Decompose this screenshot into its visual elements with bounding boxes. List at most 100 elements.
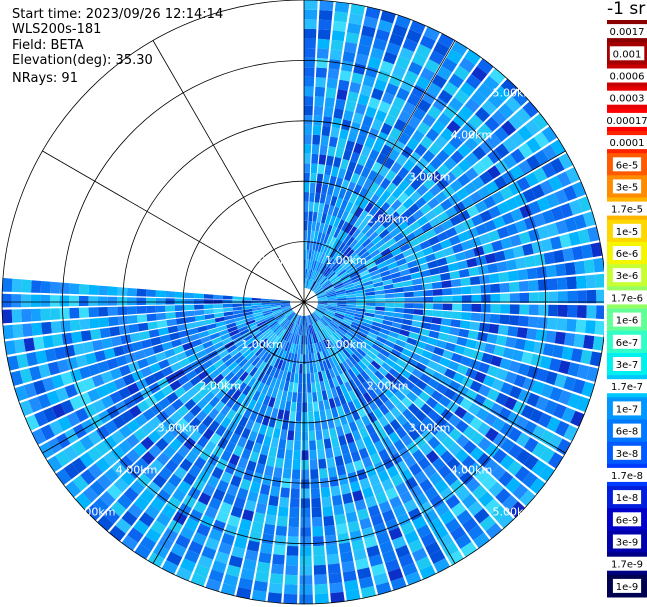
range-gate [148,416,162,430]
range-gate [298,325,301,335]
range-gate [312,260,317,271]
range-gate [333,416,342,428]
range-gate [364,284,375,290]
range-gate [168,473,182,488]
range-gate [141,339,153,349]
data-ray [312,312,503,539]
range-gate [465,389,478,402]
range-gate [439,325,451,334]
range-gate [324,164,333,176]
range-gate [152,370,165,382]
range-gate [417,99,432,113]
range-gate [420,443,433,456]
range-gate [164,459,179,473]
range-gate [99,491,116,507]
range-gate [573,333,585,348]
range-gate [296,325,300,335]
range-gate [529,408,544,424]
range-gate [509,234,522,247]
range-gate [380,190,392,202]
range-gate [436,149,450,163]
range-gate [408,151,422,164]
range-gate [268,396,276,408]
range-gate [2,293,12,308]
range-gate [317,294,327,299]
range-gate [364,367,374,378]
range-gate [486,365,499,378]
range-gate [506,411,521,426]
range-gate [378,366,389,377]
range-gate [287,332,293,343]
range-gate [239,345,250,355]
range-gate [440,450,454,464]
range-gate [380,122,393,136]
range-gate [485,427,499,442]
range-gate [276,516,288,527]
nrays-label: NRays: 91 [12,71,78,86]
range-gate [408,507,423,522]
data-ray [308,15,411,289]
range-gate [184,292,195,299]
range-gate [407,374,420,385]
range-gate [593,257,604,273]
data-ray [314,101,539,294]
range-gate [367,56,382,70]
range-gate [244,500,257,512]
range-gate [50,281,61,294]
range-gate [383,51,398,65]
azimuth-spoke [303,150,566,303]
range-gate [304,0,318,10]
range-gate [311,324,316,334]
range-gate [542,343,555,357]
range-gate [556,277,568,290]
range-gate [356,296,366,300]
range-gate [72,475,89,492]
range-gate [380,177,391,190]
range-gate [97,296,108,306]
range-gate [374,356,385,366]
range-gate [328,273,338,282]
range-gate [57,416,72,432]
range-gate [104,420,118,435]
range-gate [493,126,509,142]
range-gate [147,430,162,444]
range-gate [197,325,208,333]
range-gate [206,323,217,330]
range-gate [315,241,320,252]
range-gate [146,289,157,297]
range-gate [421,350,433,360]
range-gate [214,316,225,323]
range-gate [248,430,258,442]
range-gate [354,363,364,374]
range-gate [267,592,282,604]
data-ray [65,310,294,498]
range-gate [403,313,414,320]
range-gate [354,313,365,319]
range-gate [306,373,311,384]
range-gate [426,337,438,346]
range-gate [369,182,380,194]
range-gate [226,386,237,397]
range-gate [314,352,319,363]
range-gate [333,282,344,289]
range-gate [309,259,313,270]
range-gate [304,249,307,260]
range-gate [312,526,324,537]
range-gate [309,280,314,290]
range-gate [147,321,158,330]
range-gate [487,149,502,164]
range-gate [7,355,20,371]
range-gate [461,455,476,470]
range-gate [313,202,320,213]
range-gate [393,344,404,353]
range-gate [167,355,179,366]
range-gate [321,419,329,430]
range-gate [401,348,413,358]
data-ray [306,315,361,601]
range-gate [149,362,162,374]
range-gate [523,437,539,453]
data-ray [316,307,585,427]
range-gate [483,75,500,92]
range-gate [304,9,318,20]
range-gate [425,541,441,556]
